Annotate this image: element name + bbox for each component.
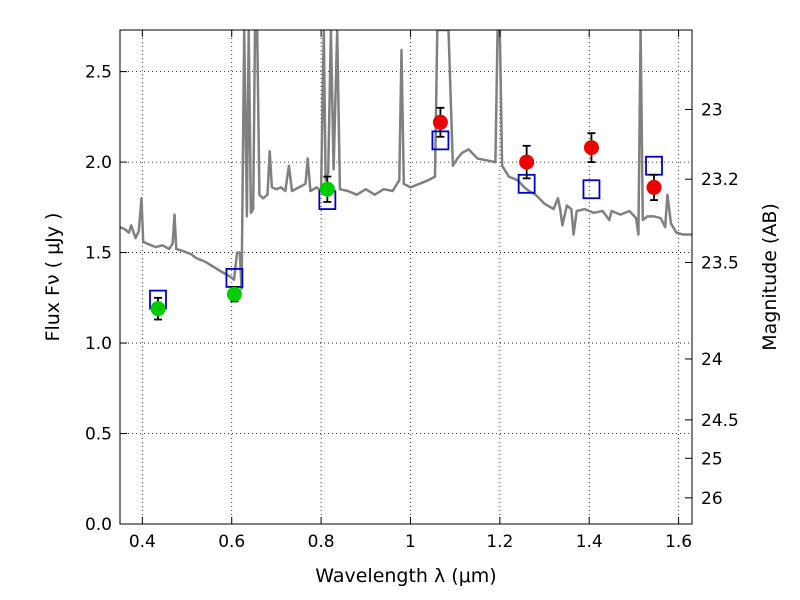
y-tick-label: 2.0: [85, 153, 112, 173]
grid-lines: [120, 30, 692, 525]
chart-series: [120, 30, 692, 321]
magnitude-tick-label: 23.2: [701, 170, 739, 190]
x-tick-label: 0.6: [218, 532, 245, 552]
y-tick-label: 1.5: [85, 244, 112, 264]
observed-point: [319, 181, 335, 197]
observed-point: [583, 140, 599, 156]
x-tick-label: 0.4: [129, 532, 156, 552]
observed-point: [432, 114, 448, 130]
x-axis-ticks: 0.4 0.6 0.8 1 1.2 1.4 1.6: [129, 30, 692, 552]
observed-point: [519, 154, 535, 170]
y-axis-ticks: 0.0 0.5 1.0 1.5 2.0 2.5: [85, 63, 127, 535]
observed-point: [646, 179, 662, 195]
magnitude-tick-label: 23: [701, 100, 723, 120]
model-point: [645, 155, 663, 176]
x-tick-label: 1.6: [665, 532, 692, 552]
magnitude-axis-ticks: 23 23.2 23.5 24 24.5 25 26: [685, 100, 739, 509]
y-tick-label: 0.0: [85, 515, 112, 535]
y-tick-label: 0.5: [85, 425, 112, 445]
plot-frame: [119, 29, 693, 525]
x-tick-label: 1: [405, 532, 416, 552]
x-tick-label: 0.8: [308, 532, 335, 552]
magnitude-tick-label: 24.5: [701, 411, 739, 431]
magnitude-axis-label: Magnitude (AB): [759, 203, 781, 351]
x-axis-label: Wavelength λ (μm): [315, 565, 496, 587]
y-tick-label: 2.5: [85, 63, 112, 83]
observed-point: [226, 286, 242, 302]
x-tick-label: 1.4: [576, 532, 603, 552]
magnitude-tick-label: 25: [701, 449, 723, 469]
magnitude-tick-label: 23.5: [701, 253, 739, 273]
magnitude-tick-label: 26: [701, 489, 723, 509]
y-tick-label: 1.0: [85, 334, 112, 354]
y-axis-label: Flux Fν ( μJy ): [42, 213, 64, 342]
template-spectrum-line: [120, 30, 692, 291]
model-point: [582, 179, 601, 200]
magnitude-tick-label: 24: [701, 350, 723, 370]
observed-point: [150, 301, 166, 317]
x-tick-label: 1.2: [486, 532, 513, 552]
